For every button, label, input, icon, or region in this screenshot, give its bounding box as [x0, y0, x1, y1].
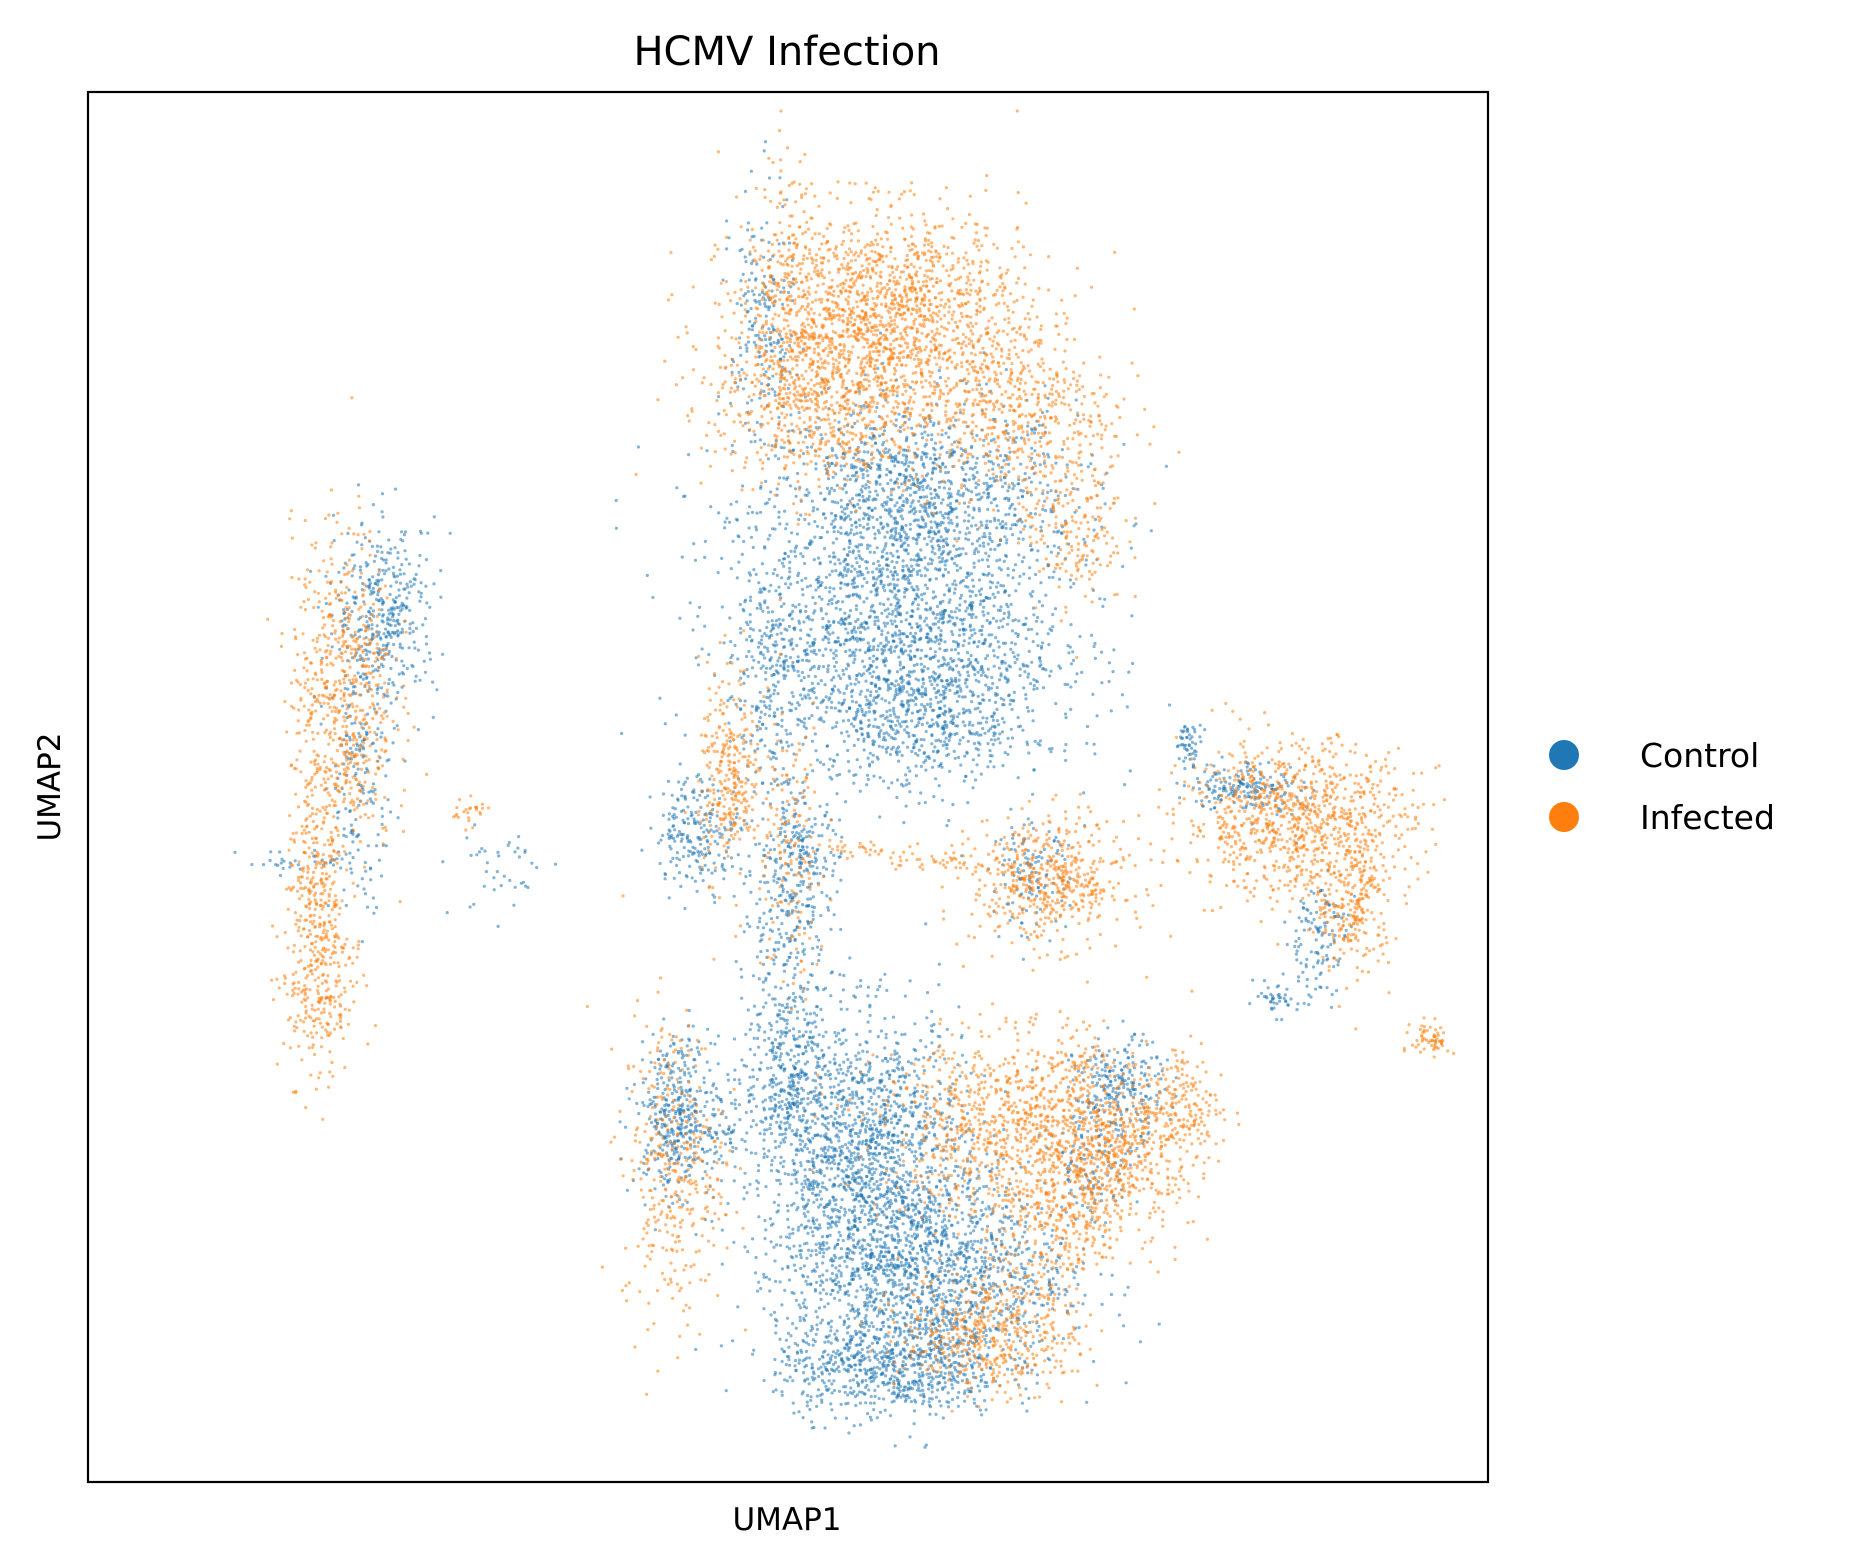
cluster-infected-1: [634, 299, 1002, 517]
legend-label-infected: Infected: [1640, 798, 1775, 837]
cluster-control-1: [614, 442, 1172, 828]
series-control-points: [233, 140, 1357, 1449]
cluster-control-18: [1281, 841, 1357, 1010]
cluster-control-19: [1248, 978, 1300, 1022]
cluster-infected-5: [683, 629, 770, 928]
cluster-control-24: [441, 823, 558, 929]
cluster-infected-14: [1031, 1009, 1112, 1122]
cluster-control-5: [640, 762, 756, 911]
cluster-control-2: [742, 641, 1196, 828]
cluster-infected-19: [275, 912, 377, 1080]
cluster-infected-18: [270, 661, 370, 1121]
cluster-control-11: [719, 1276, 1039, 1449]
cluster-infected-13: [984, 1151, 1160, 1305]
cluster-infected-2: [836, 248, 1181, 543]
series-infected-points: [266, 109, 1456, 1413]
cluster-control-8: [726, 933, 845, 1251]
x-axis-label: UMAP1: [732, 1502, 841, 1538]
cluster-infected-8: [1149, 701, 1446, 947]
cluster-infected-24: [784, 838, 920, 866]
cluster-infected-21: [1402, 1016, 1456, 1059]
cluster-infected-16: [585, 894, 748, 1396]
cluster-control-14: [1066, 1019, 1178, 1153]
y-axis-label: UMAP2: [32, 732, 68, 841]
cluster-control-22: [312, 540, 420, 944]
cluster-infected-3: [1016, 361, 1138, 660]
legend-marker-control: [1549, 740, 1579, 770]
cluster-infected-4: [739, 109, 831, 526]
cluster-infected-7: [940, 792, 1215, 979]
cluster-infected-6: [734, 598, 833, 1012]
cluster-infected-23: [894, 843, 1014, 880]
plot-frame: [86, 90, 1490, 1484]
cluster-infected-9: [1295, 795, 1408, 1031]
legend: Control Infected: [1549, 736, 1775, 837]
cluster-infected-22: [452, 794, 491, 832]
chart-title: HCMV Infection: [633, 29, 940, 75]
legend-label-control: Control: [1640, 736, 1759, 775]
cluster-control-16: [1175, 723, 1207, 771]
cluster-control-21: [308, 483, 452, 762]
cluster-infected-15: [1117, 1034, 1226, 1186]
cluster-control-12: [618, 1008, 736, 1232]
cluster-control-4: [741, 537, 813, 819]
cluster-infected-20: [700, 738, 787, 878]
legend-marker-infected: [1549, 802, 1579, 832]
cluster-infected-0: [663, 109, 1136, 464]
cluster-infected-12: [859, 1247, 1104, 1413]
scatter-points: [233, 109, 1456, 1449]
cluster-infected-10: [810, 980, 1241, 1260]
